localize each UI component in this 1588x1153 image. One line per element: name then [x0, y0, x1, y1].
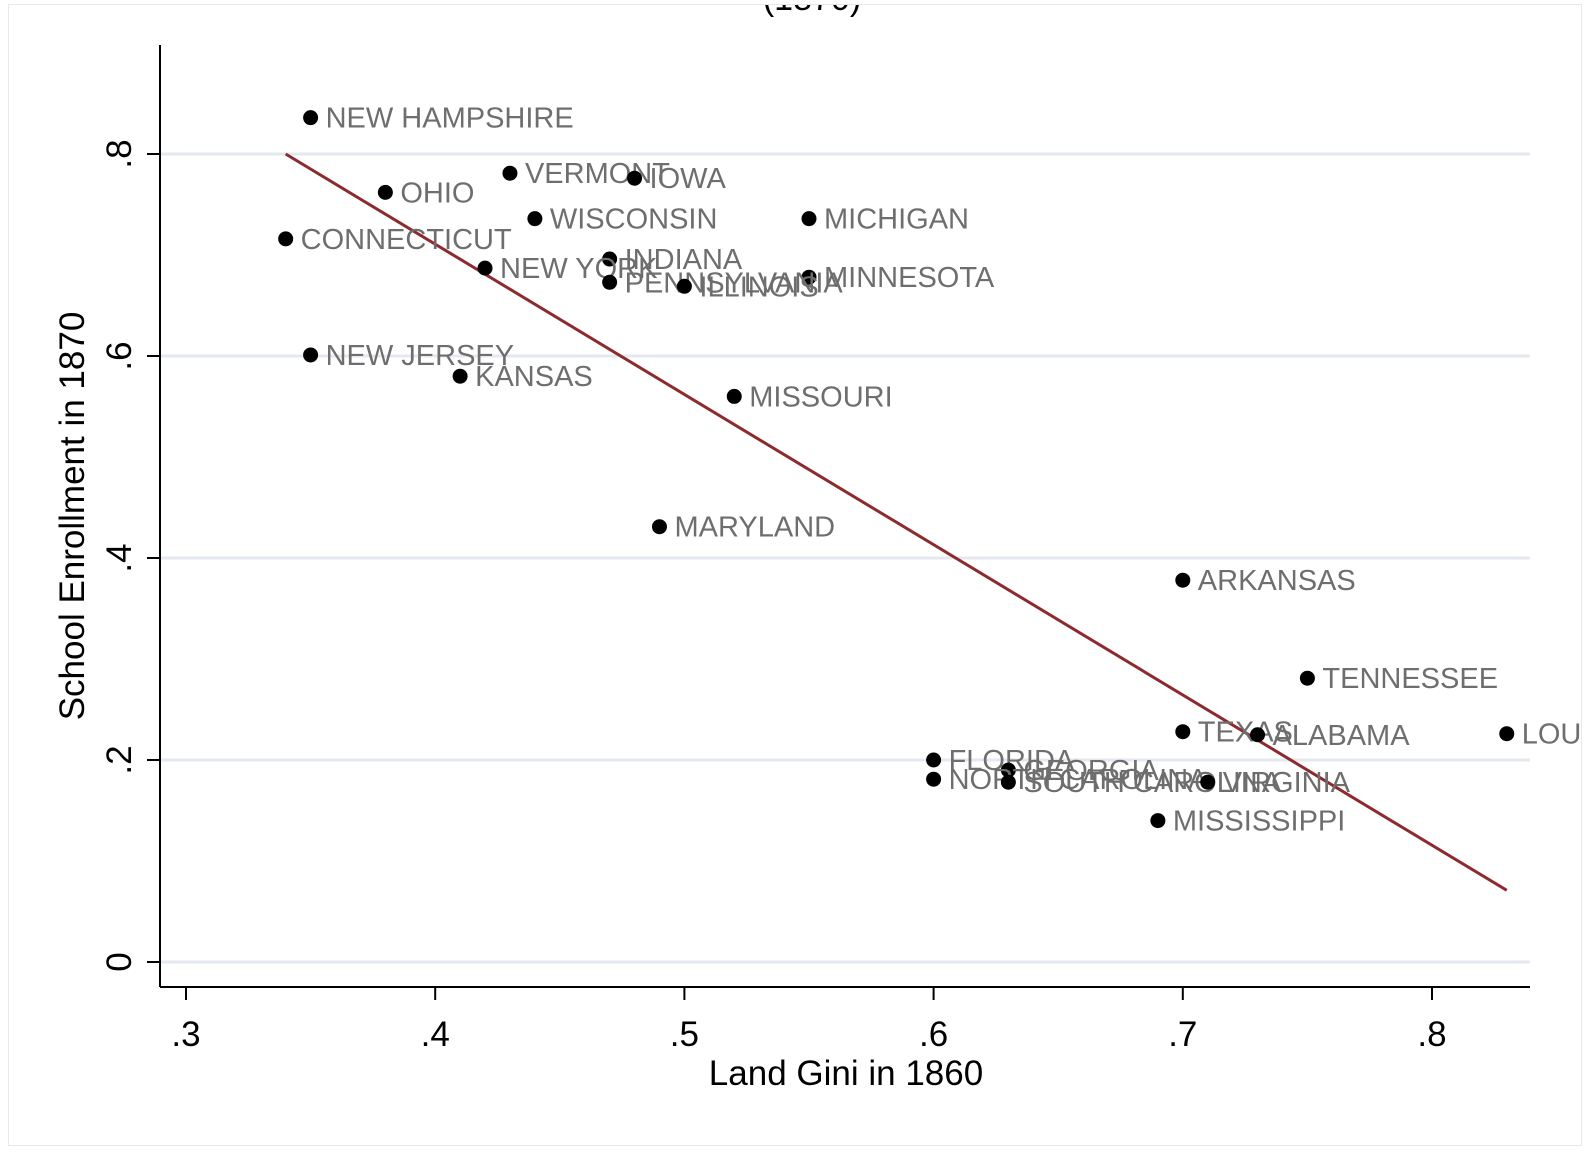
y-tick-label: .6 — [100, 341, 139, 370]
data-point — [602, 275, 617, 290]
y-axis-title: School Enrollment in 1870 — [53, 312, 92, 721]
point-label: NEW HAMPSHIRE — [326, 103, 574, 135]
x-tick-label: .8 — [1417, 1015, 1446, 1054]
data-point — [727, 389, 742, 404]
data-point — [527, 211, 542, 226]
x-tick-label: .7 — [1168, 1015, 1197, 1054]
data-point — [303, 347, 318, 362]
y-tick-label: .8 — [100, 139, 139, 168]
data-point — [652, 519, 667, 534]
data-point — [1300, 671, 1315, 686]
data-point — [1150, 813, 1165, 828]
point-label: MISSOURI — [749, 381, 892, 413]
point-label: VIRGINIA — [1223, 767, 1351, 799]
data-point — [1175, 724, 1190, 739]
data-point — [926, 772, 941, 787]
x-tick-label: .5 — [670, 1015, 699, 1054]
data-point — [278, 231, 293, 246]
point-label: ARKANSAS — [1198, 565, 1356, 597]
x-axis-title: Land Gini in 1860 — [709, 1054, 983, 1093]
data-point — [802, 211, 817, 226]
data-point — [1200, 775, 1215, 790]
point-label: ILLINOIS — [699, 271, 818, 303]
point-label: OHIO — [400, 177, 474, 209]
data-point — [453, 369, 468, 384]
data-point — [627, 171, 642, 186]
point-label: TENNESSEE — [1322, 663, 1498, 695]
point-label: MINNESOTA — [824, 262, 995, 294]
y-tick-label: 0 — [100, 952, 139, 971]
data-point — [926, 753, 941, 768]
x-tick-label: .3 — [171, 1015, 200, 1054]
point-label: KANSAS — [475, 361, 593, 393]
chart-title: (1870) — [763, 0, 861, 18]
axes: 0 .2 .4 .6 .8 .3 .4 .5 .6 .7 .8 — [100, 45, 1530, 1054]
point-label: IOWA — [650, 163, 727, 195]
point-label: VERMONT — [525, 158, 670, 190]
data-point — [1001, 775, 1016, 790]
point-label: WISCONSIN — [550, 204, 718, 236]
data-point — [1250, 727, 1265, 742]
y-tick-label: .4 — [100, 543, 139, 572]
point-label: MICHIGAN — [824, 204, 969, 236]
point-label: MISSISSIPPI — [1173, 806, 1345, 838]
point-label: LOUISIANA — [1522, 719, 1588, 751]
point-label: ALABAMA — [1273, 720, 1411, 752]
data-point — [378, 185, 393, 200]
data-point — [1175, 573, 1190, 588]
data-point — [502, 166, 517, 181]
data-point — [303, 110, 318, 125]
data-point — [1499, 726, 1514, 741]
data-point — [677, 279, 692, 294]
x-tick-label: .4 — [421, 1015, 450, 1054]
x-tick-label: .6 — [919, 1015, 948, 1054]
data-point — [478, 261, 493, 276]
y-tick-label: .2 — [100, 745, 139, 774]
point-label: CONNECTICUT — [301, 224, 512, 256]
point-label: MARYLAND — [674, 512, 835, 544]
